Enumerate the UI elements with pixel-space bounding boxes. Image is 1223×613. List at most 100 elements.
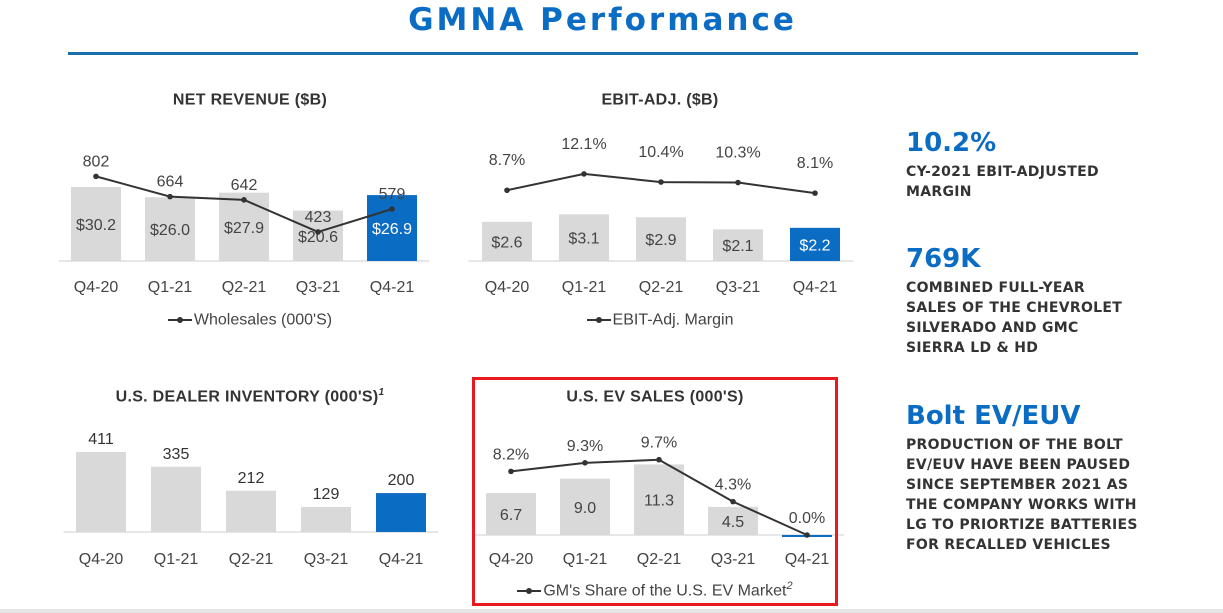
line-data-label: 579 [379,186,406,203]
line-data-label: 8.1% [797,155,833,172]
chart-plot: 411 Q4-20 335 Q1-21 212 Q2-21 129 Q3-21 200 Q4-21 [63,431,439,568]
kpi-bolt: Bolt EV/EUV PRODUCTION OF THE BOLT EV/EU… [906,401,1206,555]
x-tick-label: Q2-21 [637,551,682,568]
bar [482,221,532,261]
bar [301,506,351,532]
x-tick-label: Q1-21 [563,551,608,568]
legend-label: EBIT-Adj. Margin [612,311,734,329]
bar-data-label: 129 [313,486,340,503]
bar-data-label: 411 [88,431,114,448]
line-data-label: 9.7% [641,435,677,452]
kpi-description: COMBINED FULL-YEAR SALES OF THE CHEVROLE… [906,280,1123,356]
bar [636,217,686,261]
legend-line-marker [517,588,542,595]
x-tick-label: Q4-20 [74,279,119,296]
x-tick-label: Q2-21 [229,551,274,568]
bar [151,466,201,532]
ebit-adj-chart: EBIT-ADJ. ($B) $2.6 Q4-20 $3.1 Q1-21 $2.9 Q2-… [468,80,854,340]
title-divider [68,52,1138,55]
bar-data-label: 200 [388,472,415,489]
x-tick-label: Q4-21 [793,279,838,296]
chart-title: U.S. DEALER INVENTORY (000'S)1 [60,387,440,406]
x-tick-label: Q2-21 [639,279,684,296]
line-data-label: 423 [305,209,332,226]
chart-plot: 6.7 Q4-20 9.0 Q1-21 11.3 Q2-21 4.5 Q3-21 Q4-21 8.… [474,435,844,568]
kpi-value: 769K [906,244,981,274]
line-data-label: 8.7% [489,152,525,169]
bar-data-label: $26.0 [150,222,190,239]
line-point [389,206,395,212]
bar-data-label: $2.1 [722,238,753,255]
line-point [504,187,510,194]
kpi-description: CY-2021 EBIT-ADJUSTED MARGIN [906,164,1099,200]
line-data-label: 802 [83,153,110,170]
kpi-value: 10.2% [906,128,997,158]
chart-plot: $30.2 Q4-20 $26.0 Q1-21 $27.9 Q2-21 $20.6 Q3-21… [59,153,429,296]
line-data-label: 10.4% [638,144,683,161]
bar-data-label: $2.6 [491,234,522,251]
bar-data-label: 11.3 [644,493,674,510]
bar [634,464,684,535]
net-revenue-chart: NET REVENUE ($B) $30.2 Q4-20 $26.0 Q1-21 $27… [59,80,440,340]
highlight-box [472,377,838,606]
kpi-value: Bolt EV/EUV [906,401,1081,431]
line-point [167,193,173,200]
bar [486,493,536,535]
line-point [730,498,736,505]
line-point [658,179,664,185]
x-tick-label: Q4-21 [370,279,415,296]
line-data-label: 10.3% [715,145,760,162]
chart-plot: $2.6 Q4-20 $3.1 Q1-21 $2.9 Q2-21 $2.1 Q3-21 $2.2… [468,136,854,296]
line-point [315,229,321,235]
bar-data-label: 212 [238,470,265,487]
bar [376,493,426,532]
legend-line-marker [586,317,611,324]
bar [790,227,840,261]
chart-title: EBIT-ADJ. ($B) [470,90,850,109]
bar [367,195,417,261]
x-tick-label: Q3-21 [304,551,349,568]
x-tick-label: Q2-21 [222,279,267,296]
x-tick-label: Q1-21 [154,551,199,568]
bar-data-label: 4.5 [722,514,744,531]
line-point [804,532,810,538]
legend-line-marker [167,317,192,324]
line-point [581,171,587,177]
line-data-label: 642 [231,177,258,194]
chart-title-text: EBIT-ADJ. ($B) [601,91,719,109]
line-data-label: 4.3% [715,477,751,494]
x-tick-label: Q1-21 [148,279,193,296]
bar [713,229,763,261]
line-data-label: 8.2% [493,446,529,463]
bar-data-label: $2.2 [799,237,830,254]
chart-title-text: U.S. DEALER INVENTORY (000'S) [115,388,379,406]
chart-title: U.S. EV SALES (000'S) [472,387,838,406]
x-tick-label: Q4-21 [785,551,830,568]
line-data-label: 9.3% [567,438,603,455]
x-tick-label: Q4-20 [485,279,530,296]
legend-label: Wholesales (000'S) [193,311,333,329]
x-tick-label: Q4-21 [379,551,424,568]
chart-legend: GM's Share of the U.S. EV Market2 [472,580,838,600]
kpi-ebit-margin: 10.2% CY-2021 EBIT-ADJUSTED MARGIN [906,128,1206,202]
bar-data-label: $26.9 [372,221,412,238]
dealer-inventory-chart: U.S. DEALER INVENTORY (000'S)1 411 Q4-20 3… [60,378,440,578]
bar [708,506,758,535]
line-point [508,468,514,475]
line-point [735,179,741,186]
line-data-label: 12.1% [561,136,606,153]
x-tick-label: Q3-21 [296,279,341,296]
chart-title-footnote: 1 [378,387,385,398]
x-tick-label: Q4-20 [79,551,124,568]
chart-legend: EBIT-Adj. Margin [470,309,850,329]
chart-legend: Wholesales (000'S) [60,309,440,329]
bar [560,478,610,535]
chart-title: NET REVENUE ($B) [60,90,440,109]
bar-data-label: 335 [163,446,190,463]
line-point [93,173,99,180]
x-tick-label: Q3-21 [711,551,756,568]
kpi-truck-sales: 769K COMBINED FULL-YEAR SALES OF THE CHE… [906,244,1206,358]
bar-data-label: 6.7 [500,507,522,524]
x-tick-label: Q4-20 [489,551,534,568]
chart-title-text: NET REVENUE ($B) [172,91,328,109]
